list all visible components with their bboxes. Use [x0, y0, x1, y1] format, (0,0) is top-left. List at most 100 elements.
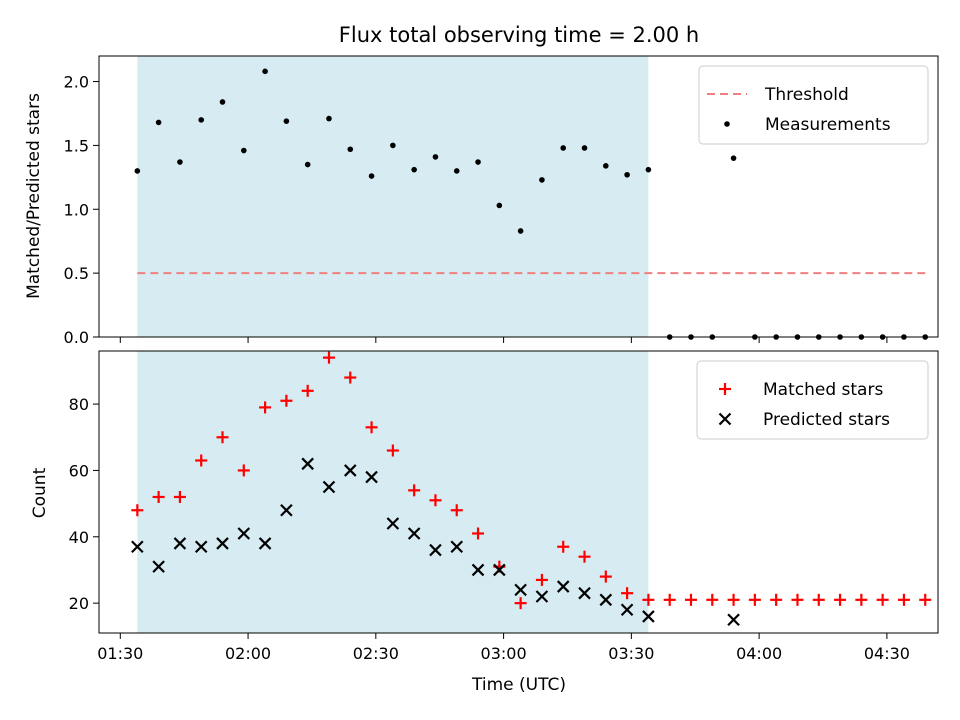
- predicted-star-marker: [216, 537, 229, 550]
- predicted-star-marker: [727, 613, 740, 627]
- x-tick-label: 02:30: [353, 644, 399, 663]
- predicted-star-marker: [386, 517, 400, 530]
- predicted-star-marker: [642, 610, 655, 623]
- matched-star-marker: [301, 384, 314, 397]
- measurement-point: [539, 177, 545, 183]
- matched-star-marker: [897, 593, 910, 606]
- y-tick-label: 0.0: [64, 328, 89, 347]
- predicted-star-marker: [322, 480, 336, 494]
- legend-box-0: [698, 65, 929, 145]
- predicted-star-marker: [471, 563, 485, 577]
- legend-box-1: [696, 360, 929, 440]
- matched-star-marker: [365, 421, 378, 434]
- legend-entry: Threshold: [764, 85, 849, 105]
- matched-star-marker: [621, 587, 634, 600]
- predicted-star-marker: [429, 543, 442, 557]
- predicted-star-marker: [173, 537, 187, 550]
- measurement-point: [262, 68, 268, 75]
- legend-predicted-handle: [718, 412, 732, 426]
- matched-star-marker: [450, 504, 463, 517]
- predicted-star-marker: [535, 590, 549, 603]
- measurement-point: [326, 115, 332, 122]
- predicted-star-marker: [493, 563, 506, 577]
- y-tick-label: 20: [69, 594, 89, 613]
- matched-star-marker: [706, 593, 719, 606]
- matched-star-marker: [770, 593, 783, 606]
- measurement-point: [603, 163, 609, 169]
- predicted-star-marker: [450, 540, 464, 554]
- measurement-point: [517, 228, 524, 234]
- measurement-point: [411, 166, 417, 173]
- matched-star-marker: [834, 593, 847, 606]
- top-y-axis-label: Matched/Predicted stars: [24, 93, 44, 299]
- predicted-star-marker: [407, 527, 421, 540]
- matched-star-marker: [280, 394, 293, 407]
- measurement-point: [581, 145, 588, 151]
- measurement-point: [645, 166, 652, 173]
- x-tick-label: 04:00: [736, 644, 782, 663]
- measurement-point: [283, 118, 290, 124]
- matched-star-marker: [195, 454, 208, 467]
- measurement-point: [496, 202, 503, 209]
- measurement-point: [432, 154, 439, 160]
- measurement-point: [198, 117, 205, 123]
- matched-star-marker: [152, 490, 165, 503]
- matched-star-marker: [578, 550, 591, 563]
- matched-star-marker: [131, 504, 144, 517]
- matched-star-marker: [855, 593, 868, 606]
- matched-star-marker: [599, 570, 612, 583]
- matched-star-marker: [514, 597, 527, 610]
- matched-star-marker: [727, 593, 740, 606]
- matched-star-marker: [173, 490, 186, 503]
- measurement-point: [368, 173, 375, 179]
- matched-star-marker: [876, 593, 889, 606]
- legend-entry: Measurements: [765, 115, 891, 135]
- measurement-point: [177, 159, 183, 165]
- predicted-star-marker: [578, 586, 591, 600]
- matched-star-marker: [663, 593, 676, 606]
- matched-star-marker: [408, 484, 421, 497]
- y-tick-label: 60: [69, 461, 89, 480]
- measurement-point: [730, 155, 737, 161]
- measurement-point: [241, 147, 247, 154]
- bottom-y-axis-label: Count: [30, 467, 50, 518]
- legend-entry: Matched stars: [763, 380, 883, 400]
- x-tick-label: 04:30: [864, 644, 910, 663]
- chart-title: Flux total observing time = 2.00 h: [339, 23, 699, 47]
- measurement-point: [624, 171, 630, 178]
- matched-star-marker: [684, 593, 697, 606]
- matched-star-marker: [216, 431, 229, 444]
- matched-star-marker: [919, 593, 932, 606]
- matched-star-marker: [344, 371, 357, 384]
- legend-entry: Predicted stars: [763, 410, 890, 430]
- predicted-star-marker: [131, 540, 144, 554]
- predicted-star-marker: [556, 580, 570, 593]
- legend-matched-handle: [719, 383, 731, 395]
- predicted-star-marker: [365, 470, 378, 484]
- axes-frame-1: [98, 350, 939, 634]
- y-tick-label: 1.5: [64, 136, 89, 155]
- predicted-star-marker: [343, 464, 357, 477]
- measurement-point: [347, 146, 354, 153]
- axes-frame-0: [98, 55, 939, 338]
- predicted-star-marker: [301, 457, 314, 471]
- matched-star-marker: [429, 494, 442, 507]
- matched-star-marker: [472, 527, 485, 540]
- measurement-point: [219, 99, 226, 105]
- y-tick-label: 1.0: [64, 200, 89, 219]
- predicted-star-marker: [194, 540, 208, 554]
- measurement-point: [390, 142, 396, 149]
- measurement-point: [134, 168, 141, 174]
- predicted-star-marker: [258, 537, 272, 550]
- y-tick-label: 0.5: [64, 264, 89, 283]
- matched-star-marker: [812, 593, 825, 606]
- predicted-star-marker: [620, 603, 634, 617]
- matched-star-marker: [259, 401, 272, 414]
- measurement-point: [453, 168, 460, 174]
- measurement-point: [560, 145, 567, 151]
- matched-star-marker: [642, 593, 655, 606]
- predicted-star-marker: [599, 593, 613, 607]
- matched-star-marker: [237, 464, 250, 477]
- matched-star-marker: [535, 573, 548, 586]
